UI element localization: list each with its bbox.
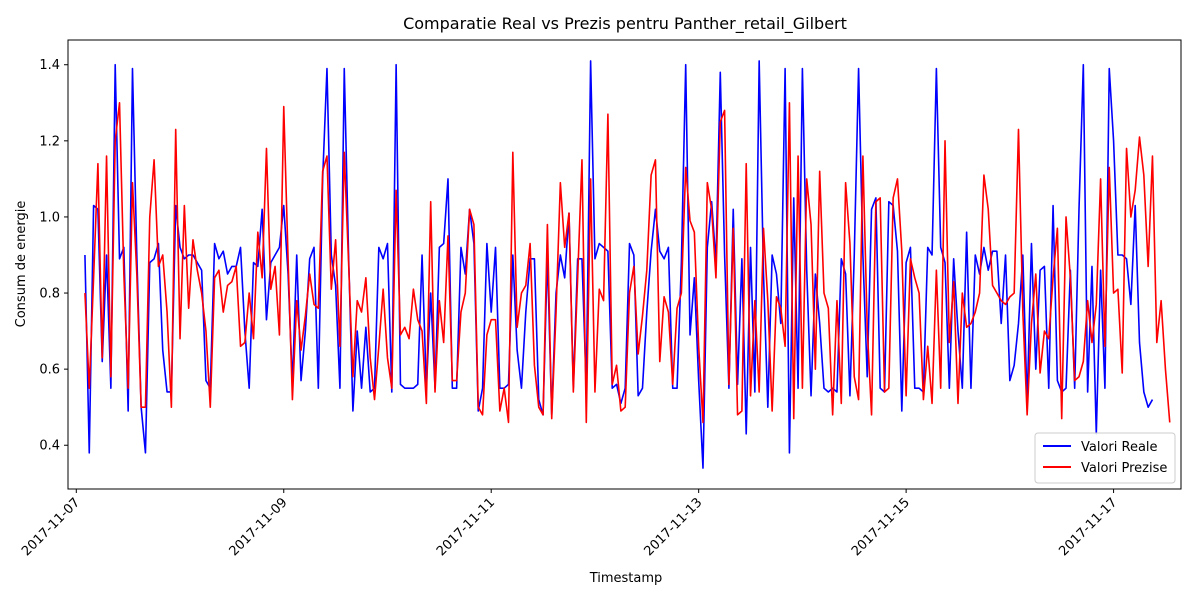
- plot-frame: [67, 39, 1182, 490]
- series-layer: [84, 60, 1171, 469]
- x-axis-label: Timestamp: [589, 571, 663, 586]
- y-tick-label: 0.8: [39, 287, 60, 302]
- x-tick-label: 2017-11-13: [641, 495, 705, 559]
- x-tick-label: 2017-11-09: [227, 495, 291, 559]
- legend-label: Valori Prezise: [1081, 461, 1167, 476]
- y-tick-label: 1.0: [39, 210, 60, 225]
- y-tick-label: 1.2: [39, 134, 60, 149]
- legend-label: Valori Reale: [1081, 440, 1158, 455]
- y-axis: 0.4 0.6 0.8 1.0 1.2 1.4: [39, 58, 68, 454]
- x-axis: 2017-11-07 2017-11-09 2017-11-11 2017-11-13…: [19, 489, 1120, 559]
- y-tick-label: 0.6: [39, 363, 60, 378]
- chart-title: Comparatie Real vs Prezis pentru Panther…: [403, 14, 847, 34]
- x-tick-label: 2017-11-17: [1056, 495, 1120, 559]
- series-line-valori-prezise: [84, 101, 1171, 424]
- y-axis-label: Consum de energie: [14, 201, 29, 328]
- x-tick-label: 2017-11-15: [849, 495, 913, 559]
- x-tick-label: 2017-11-07: [19, 495, 83, 559]
- y-tick-label: 0.4: [39, 439, 60, 454]
- y-tick-label: 1.4: [39, 58, 60, 73]
- series-line-valori-reale: [84, 60, 1154, 469]
- legend: Valori Reale Valori Prezise: [1034, 432, 1176, 484]
- x-tick-label: 2017-11-11: [434, 495, 498, 559]
